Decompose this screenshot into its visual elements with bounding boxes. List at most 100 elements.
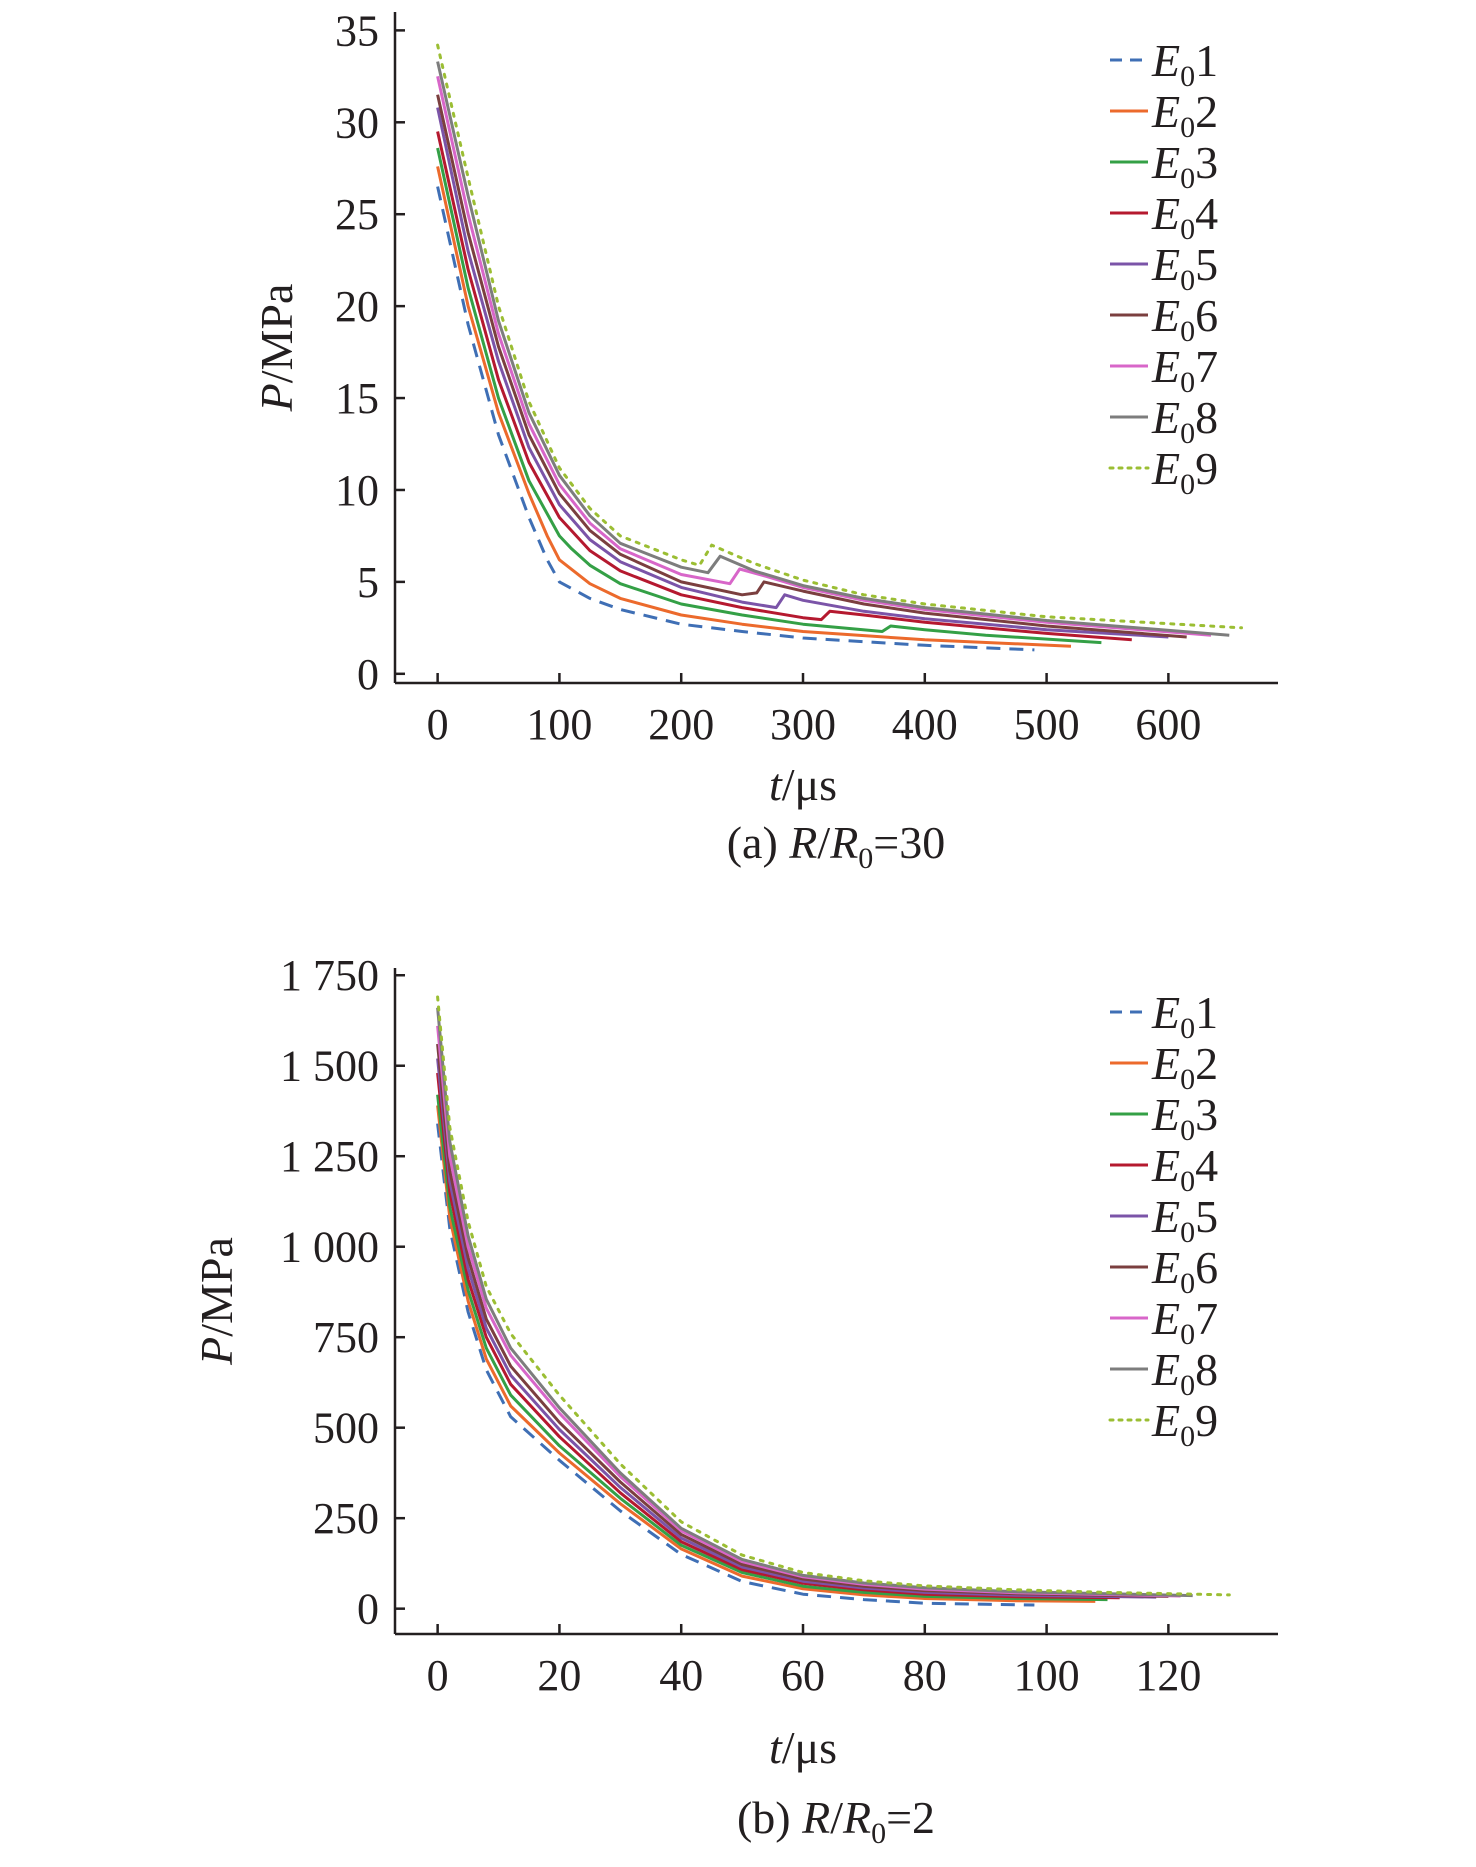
y-axis-unit: /MPa bbox=[251, 284, 302, 384]
legend-symbol: E bbox=[1151, 341, 1180, 392]
y-tick-label: 1 250 bbox=[280, 1132, 379, 1181]
legend-symbol: E bbox=[1151, 239, 1180, 290]
y-tick-label: 500 bbox=[313, 1404, 379, 1453]
y-tick-label: 35 bbox=[335, 6, 379, 55]
legend-subscript: 0 bbox=[1180, 60, 1195, 93]
y-axis-label: P/MPa bbox=[251, 284, 302, 413]
series-line-e06 bbox=[436, 94, 1187, 639]
legend-subscript: 0 bbox=[1180, 162, 1195, 195]
legend-number: 4 bbox=[1195, 188, 1218, 239]
series-line-e03 bbox=[436, 147, 1102, 645]
y-axis-variable: P bbox=[251, 383, 302, 412]
x-tick-label: 500 bbox=[1014, 700, 1080, 749]
x-tick-label: 100 bbox=[1014, 1651, 1080, 1700]
legend-symbol: E bbox=[1151, 1293, 1180, 1344]
y-axis-label: P/MPa bbox=[191, 1237, 242, 1366]
y-tick-label: 250 bbox=[313, 1494, 379, 1543]
legend-number: 5 bbox=[1195, 1191, 1218, 1242]
legend-symbol: E bbox=[1151, 1038, 1180, 1089]
caption-slash: / bbox=[830, 1792, 843, 1843]
legend-label-e01: E01 bbox=[1151, 35, 1218, 93]
y-tick-label: 15 bbox=[335, 374, 379, 423]
legend-number: 3 bbox=[1195, 137, 1218, 188]
legend-subscript: 0 bbox=[1180, 1267, 1195, 1300]
legend-label-e07: E07 bbox=[1151, 1293, 1218, 1351]
legend-subscript: 0 bbox=[1180, 1063, 1195, 1096]
y-axis-unit: /MPa bbox=[191, 1237, 242, 1337]
x-tick-label: 20 bbox=[537, 1651, 581, 1700]
x-tick-label: 60 bbox=[781, 1651, 825, 1700]
legend-symbol: E bbox=[1151, 86, 1180, 137]
legend-number: 5 bbox=[1195, 239, 1218, 290]
caption-r: R bbox=[788, 817, 817, 868]
legend-symbol: E bbox=[1151, 1089, 1180, 1140]
y-tick-label: 750 bbox=[313, 1313, 379, 1362]
y-tick-label: 0 bbox=[357, 1585, 379, 1634]
series-line-e03 bbox=[436, 1094, 1108, 1602]
y-tick-label: 10 bbox=[335, 466, 379, 515]
legend-subscript: 0 bbox=[1180, 111, 1195, 144]
series-line-e04 bbox=[436, 131, 1132, 642]
y-tick-label: 5 bbox=[357, 558, 379, 607]
legend-number: 2 bbox=[1195, 1038, 1218, 1089]
legend-subscript: 0 bbox=[1180, 1165, 1195, 1198]
series-line-e07 bbox=[436, 75, 1212, 637]
legend-subscript: 0 bbox=[1180, 417, 1195, 450]
legend-symbol: E bbox=[1151, 1242, 1180, 1293]
legend-label-e09: E09 bbox=[1151, 1395, 1218, 1453]
legend-number: 6 bbox=[1195, 1242, 1218, 1293]
x-axis-label: t/μs bbox=[769, 1722, 837, 1773]
legend-label-e06: E06 bbox=[1151, 1242, 1218, 1300]
series-line-e04 bbox=[436, 1072, 1120, 1600]
series-line-e05 bbox=[436, 107, 1169, 639]
series-line-e07 bbox=[436, 1025, 1181, 1598]
legend-subscript: 0 bbox=[1180, 264, 1195, 297]
legend-label-e05: E05 bbox=[1151, 239, 1218, 297]
x-tick-label: 40 bbox=[659, 1651, 703, 1700]
x-tick-label: 200 bbox=[648, 700, 714, 749]
x-tick-label: 0 bbox=[427, 1651, 449, 1700]
y-axis-variable: P bbox=[191, 1337, 242, 1366]
series-line-e09 bbox=[436, 43, 1243, 630]
series-line-e01 bbox=[436, 1123, 1035, 1607]
legend-symbol: E bbox=[1151, 1344, 1180, 1395]
series-line-e09 bbox=[436, 995, 1231, 1597]
legend-number: 6 bbox=[1195, 290, 1218, 341]
x-tick-label: 80 bbox=[903, 1651, 947, 1700]
legend-label-e03: E03 bbox=[1151, 137, 1218, 195]
legend-label-e02: E02 bbox=[1151, 1038, 1218, 1096]
legend-label-e07: E07 bbox=[1151, 341, 1218, 399]
x-axis-unit: /μs bbox=[782, 1722, 837, 1773]
caption-value: =30 bbox=[873, 817, 945, 868]
legend-symbol: E bbox=[1151, 1191, 1180, 1242]
x-axis-label: t/μs bbox=[769, 759, 837, 810]
legend-number: 7 bbox=[1195, 341, 1218, 392]
y-tick-label: 1 000 bbox=[280, 1223, 379, 1272]
legend-label-e08: E08 bbox=[1151, 392, 1218, 450]
series-line-e05 bbox=[436, 1058, 1157, 1599]
x-axis-variable: t bbox=[769, 759, 783, 810]
legend-label-e04: E04 bbox=[1151, 188, 1218, 246]
legend-subscript: 0 bbox=[1180, 1369, 1195, 1402]
caption-r0: R bbox=[842, 1792, 871, 1843]
x-tick-label: 600 bbox=[1135, 700, 1201, 749]
y-tick-label: 25 bbox=[335, 190, 379, 239]
x-tick-label: 120 bbox=[1135, 1651, 1201, 1700]
legend-symbol: E bbox=[1151, 35, 1180, 86]
legend-subscript: 0 bbox=[1180, 1318, 1195, 1351]
legend-symbol: E bbox=[1151, 1140, 1180, 1191]
legend-subscript: 0 bbox=[1180, 1420, 1195, 1453]
legend-subscript: 0 bbox=[1180, 1012, 1195, 1045]
legend-number: 1 bbox=[1195, 35, 1218, 86]
caption-subscript: 0 bbox=[858, 842, 873, 875]
caption-subscript: 0 bbox=[871, 1817, 886, 1850]
legend-subscript: 0 bbox=[1180, 468, 1195, 501]
legend-number: 3 bbox=[1195, 1089, 1218, 1140]
legend-label-e04: E04 bbox=[1151, 1140, 1218, 1198]
y-tick-label: 1 500 bbox=[280, 1042, 379, 1091]
